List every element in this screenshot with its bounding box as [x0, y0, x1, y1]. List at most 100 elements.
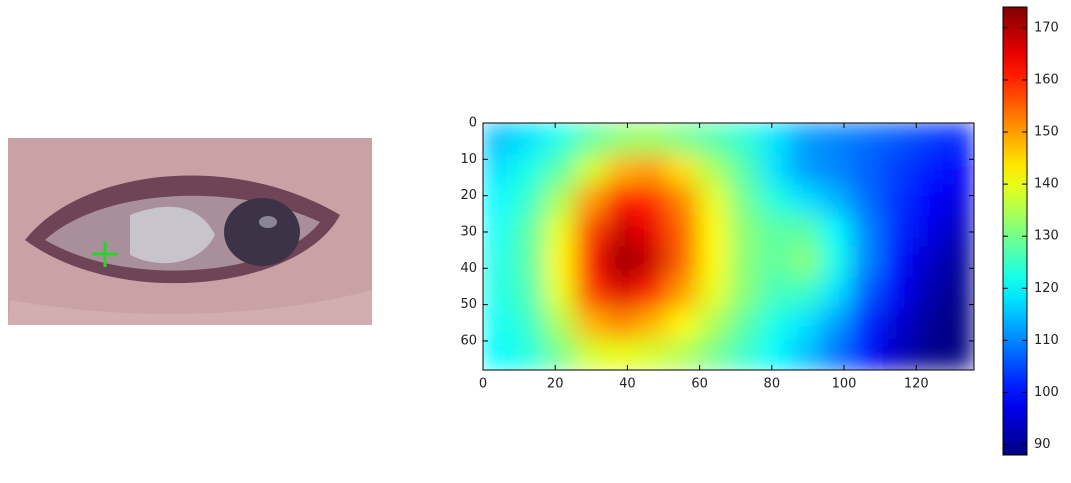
heat-cell [943, 308, 974, 339]
y-tick-label: 10 [460, 152, 477, 167]
heat-cell [759, 247, 790, 278]
heat-cell [636, 277, 667, 308]
heat-cell [913, 339, 944, 370]
heat-cell [882, 123, 913, 154]
heatmap [483, 123, 975, 371]
y-tick-label: 20 [460, 188, 477, 203]
heat-cell [667, 154, 698, 185]
heat-cell [913, 123, 944, 154]
heat-cell [698, 185, 729, 216]
heat-cell [544, 216, 575, 247]
y-tick-label: 50 [460, 297, 477, 312]
heat-cell [514, 339, 545, 370]
heat-cell [544, 185, 575, 216]
heat-cell [729, 216, 760, 247]
heat-cell [636, 339, 667, 370]
colorbar-tick-label: 100 [1034, 385, 1059, 400]
heat-cell [514, 185, 545, 216]
colorbar-tick-label: 110 [1034, 333, 1059, 348]
x-tick-label: 20 [547, 377, 564, 392]
heat-cell [729, 339, 760, 370]
heat-cell [759, 277, 790, 308]
heat-cell [667, 123, 698, 154]
heat-cell [790, 185, 821, 216]
heat-cell [606, 277, 637, 308]
x-tick-label: 40 [619, 377, 636, 392]
heat-cell [483, 308, 514, 339]
heat-cell [544, 123, 575, 154]
y-tick-label: 0 [469, 116, 477, 131]
heat-cell [575, 154, 606, 185]
heat-cell [514, 247, 545, 278]
heat-cell [575, 185, 606, 216]
heat-cell [943, 216, 974, 247]
heat-cell [667, 185, 698, 216]
heat-cell [514, 308, 545, 339]
heat-cell [667, 216, 698, 247]
heat-cell [698, 216, 729, 247]
heat-cell [913, 154, 944, 185]
colorbar-tick-label: 120 [1034, 281, 1059, 296]
heat-cell [821, 185, 852, 216]
heat-cell [821, 277, 852, 308]
y-tick-label: 30 [460, 224, 477, 239]
heat-cell [821, 339, 852, 370]
heat-cell [851, 247, 882, 278]
heat-cell [636, 185, 667, 216]
heat-cell [759, 216, 790, 247]
heat-cell [851, 185, 882, 216]
heat-cell [698, 154, 729, 185]
heat-cell [544, 308, 575, 339]
heat-cell [729, 185, 760, 216]
heat-cell [667, 277, 698, 308]
heat-cell [544, 154, 575, 185]
heat-cell [882, 339, 913, 370]
heat-cell [882, 216, 913, 247]
heat-cell [821, 247, 852, 278]
heat-cell [790, 339, 821, 370]
heat-cell [575, 277, 606, 308]
y-tick-label: 60 [460, 333, 477, 348]
heat-cell [759, 308, 790, 339]
heat-cell [882, 308, 913, 339]
heat-cell [851, 216, 882, 247]
heat-cell [698, 277, 729, 308]
heat-cell [790, 216, 821, 247]
heat-cell [729, 308, 760, 339]
heat-cell [483, 185, 514, 216]
heat-cell [943, 154, 974, 185]
heat-cell [667, 339, 698, 370]
heat-cell [913, 277, 944, 308]
heat-cell [636, 123, 667, 154]
heat-cell [483, 216, 514, 247]
heat-cell [575, 216, 606, 247]
heat-cell [575, 339, 606, 370]
figure: 0204060801001200102030405060901001101201… [0, 0, 1071, 483]
colorbar-tick-label: 150 [1034, 125, 1059, 140]
heat-cell [913, 308, 944, 339]
heat-cell [514, 216, 545, 247]
heat-cell [821, 123, 852, 154]
heat-cell [606, 339, 637, 370]
heat-cell [606, 247, 637, 278]
heat-cell [606, 308, 637, 339]
heat-cell [698, 247, 729, 278]
heat-cell [698, 308, 729, 339]
colorbar-tick-label: 140 [1034, 177, 1059, 192]
heat-cell [636, 308, 667, 339]
heat-cell [575, 308, 606, 339]
heat-cell [943, 277, 974, 308]
heat-cell [544, 277, 575, 308]
colorbar [1003, 7, 1027, 455]
eye-photo [8, 138, 372, 325]
heat-cell [483, 154, 514, 185]
heat-cell [544, 339, 575, 370]
heat-cell [729, 154, 760, 185]
heat-cell [790, 154, 821, 185]
heat-cell [575, 247, 606, 278]
heat-cell [851, 123, 882, 154]
heat-cell [821, 216, 852, 247]
heat-cell [943, 185, 974, 216]
heat-cell [606, 216, 637, 247]
heat-cell [544, 247, 575, 278]
